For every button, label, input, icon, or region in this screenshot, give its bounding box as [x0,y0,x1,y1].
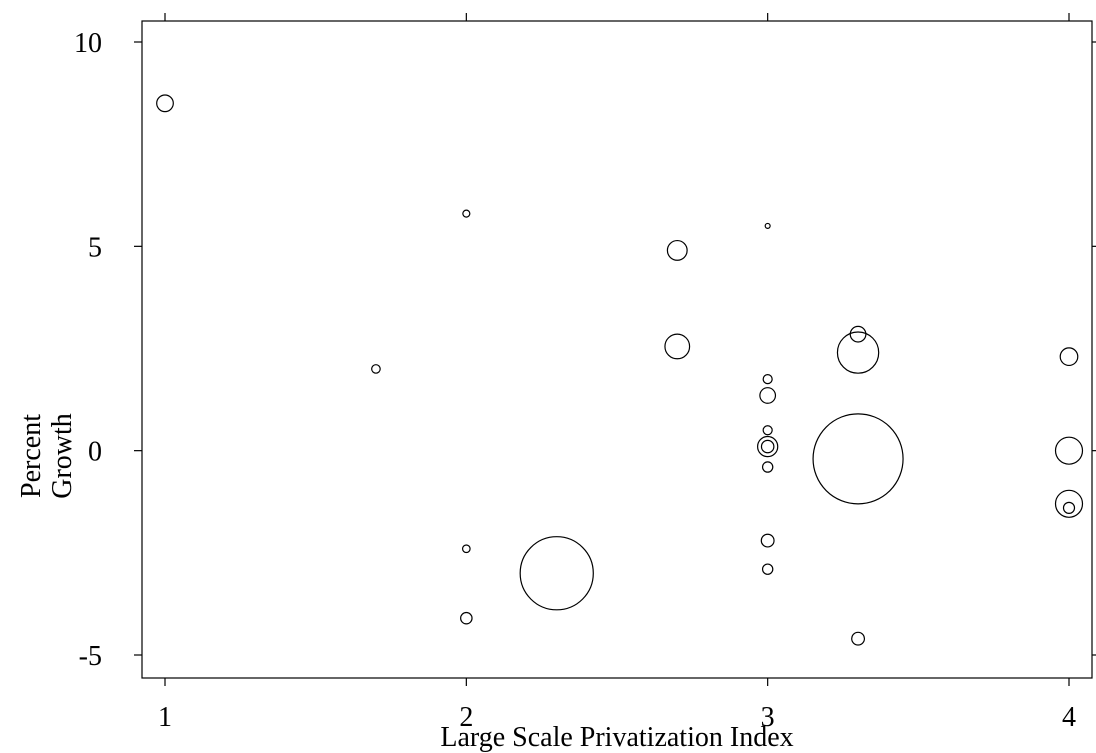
axis-tick-labels: 1 2 3 4 -5 0 5 10 [74,28,1076,733]
x-tick-label: 1 [158,702,172,733]
data-point [851,631,866,646]
data-point [461,544,471,554]
y-tick-label: 0 [88,437,102,468]
plot-frame [141,20,1093,679]
y-axis-label: Percent Growth [16,413,78,499]
data-point [1054,436,1084,465]
data-point [371,364,381,374]
x-tick-label: 2 [459,702,473,733]
data-point [757,435,779,458]
data-point [764,222,771,229]
data-point [759,387,777,404]
x-tick-label: 3 [761,702,775,733]
data-point [156,94,174,113]
data-point [849,325,867,343]
data-points [156,94,1084,646]
y-tick-label: -5 [79,641,102,672]
data-point [460,611,473,625]
data-point [519,536,594,611]
data-point [761,563,774,575]
data-point [760,533,775,548]
data-point [761,461,774,473]
data-point [836,331,880,374]
data-point [812,413,904,505]
axis-ticks [134,13,1096,686]
data-point [462,209,471,218]
y-tick-label: 5 [88,232,102,263]
data-point [760,439,775,454]
y-axis-label-line-2: Growth [47,413,78,499]
y-tick-label: 10 [74,28,102,59]
x-axis-label: Large Scale Privatization Index [440,722,793,753]
data-point [762,374,773,385]
data-point [1062,501,1076,514]
data-point [1054,489,1084,518]
data-point [1059,347,1079,367]
x-tick-label: 4 [1062,702,1076,733]
data-point [664,333,691,360]
data-point [666,239,688,261]
data-point [762,425,773,436]
y-axis-label-line-1: Percent [16,414,47,498]
